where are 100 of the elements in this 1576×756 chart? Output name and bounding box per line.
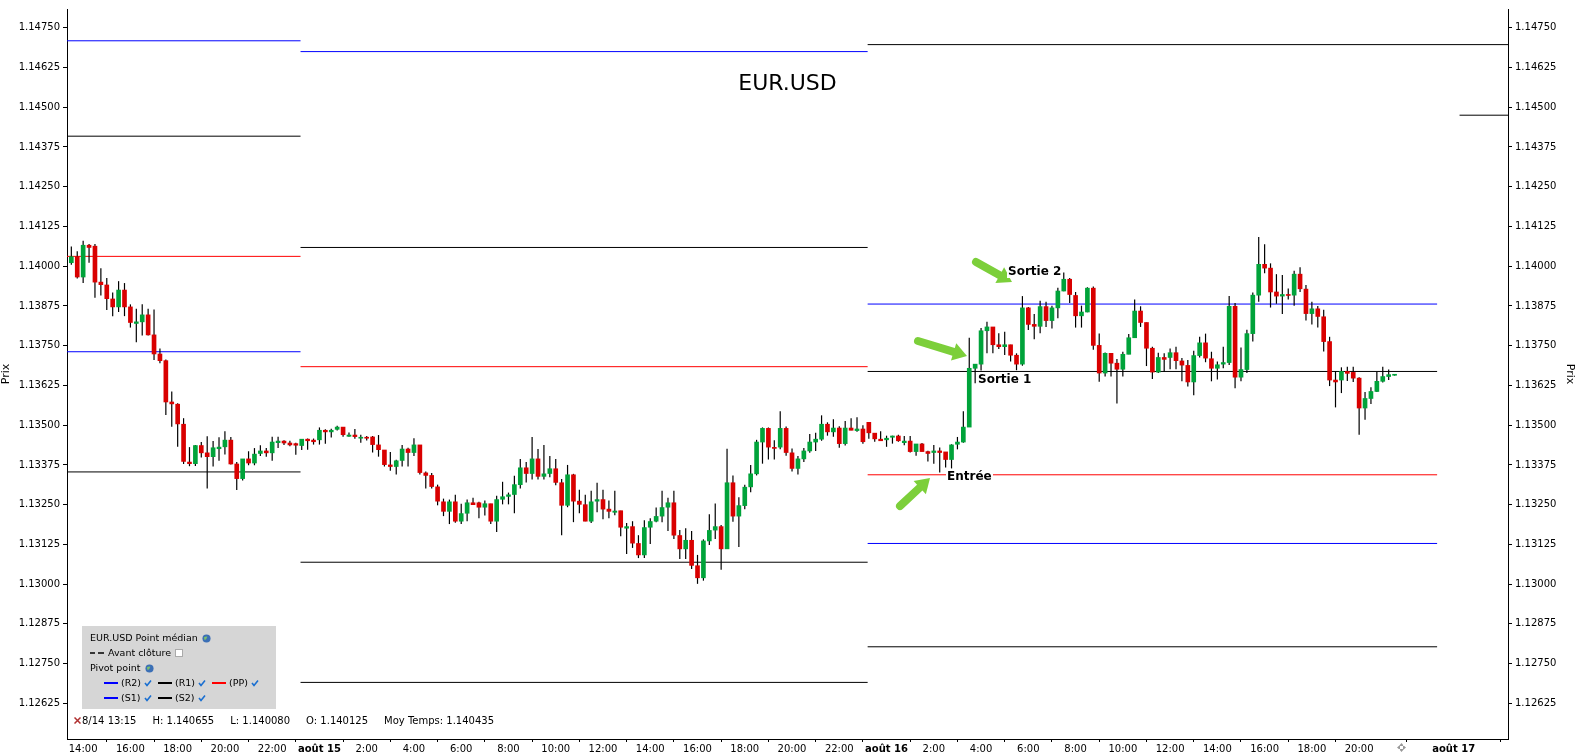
candlestick [139, 303, 145, 337]
candlestick [1079, 305, 1084, 329]
legend-label: (R1) [175, 676, 196, 690]
y2-tick-label: 1.14500 [1515, 100, 1557, 112]
candlestick [175, 402, 180, 448]
x-tick-label: août 16 [865, 742, 909, 754]
annotation: Moy Temps: 1.140435 [384, 715, 495, 726]
y-tick-label: 1.13750 [18, 339, 60, 351]
legend-label: (R2) [121, 676, 142, 690]
candlestick [836, 425, 842, 449]
candlestick [931, 444, 937, 465]
legend-label: (PP) [229, 676, 248, 690]
annotation: Sortie 2 [1007, 264, 1063, 278]
y2-tick-label: 1.14625 [1515, 61, 1557, 73]
annotation: EUR.USD Point médian [90, 632, 198, 643]
x-tick-label: 22:00 [257, 742, 287, 754]
y2-axis-title: Prix [1563, 363, 1576, 385]
annotation: H: 1.140655 [152, 715, 215, 726]
candlestick [949, 443, 954, 470]
x-tick-label: 10:00 [1108, 742, 1138, 754]
y-tick-label: 1.13875 [18, 299, 60, 311]
y-tick-label: 1.13500 [18, 418, 60, 430]
candlestick [630, 520, 635, 549]
y-tick-label: 1.13625 [18, 379, 60, 391]
candlestick [636, 534, 641, 559]
y-tick-label: 1.14750 [18, 21, 60, 33]
candlestick [388, 451, 393, 472]
x-tick-label: 6:00 [1017, 742, 1040, 754]
x-tick-label: 16:00 [115, 742, 145, 754]
annotation: Sortie 1 [977, 372, 1033, 386]
candlestick [665, 497, 671, 532]
y2-tick-label: 1.13500 [1515, 418, 1557, 430]
y-tick-label: 1.14250 [18, 180, 60, 192]
candlestick [1002, 331, 1008, 356]
candlestick [452, 494, 458, 524]
y2-tick-label: 1.12750 [1515, 657, 1557, 669]
candlestick [1280, 274, 1285, 315]
candlestick [1073, 291, 1078, 329]
y-tick-label: 1.13375 [18, 458, 60, 470]
candlestick [187, 446, 192, 467]
candlestick [376, 434, 381, 458]
y2-tick-label: 1.14750 [1515, 21, 1557, 33]
candlestick [1203, 333, 1208, 363]
annotation: 8/14 13:15 [82, 715, 137, 726]
x-tick-label: 18:00 [163, 742, 193, 754]
y-tick-label: 1.12875 [18, 617, 60, 629]
candlestick [74, 250, 80, 280]
candlestick [128, 303, 133, 329]
candlestick [961, 410, 966, 444]
x-tick-label: 10:00 [541, 742, 571, 754]
candlestick [547, 455, 553, 478]
legend-label: (S2) [175, 691, 195, 705]
y2-tick-label: 1.14375 [1515, 140, 1557, 152]
candlestick [86, 243, 92, 264]
candlestick [523, 461, 529, 484]
y2-tick-label: 1.13000 [1515, 577, 1557, 589]
x-tick-label: 22:00 [824, 742, 854, 754]
candlestick [116, 280, 121, 313]
y-tick-label: 1.14500 [18, 100, 60, 112]
x-tick-label: 12:00 [1155, 742, 1185, 754]
x-tick-label: 8:00 [1064, 742, 1087, 754]
x-tick-label: 14:00 [1202, 742, 1232, 754]
candlestick [122, 282, 127, 317]
x-tick-label: 4:00 [402, 742, 426, 754]
candlestick [624, 522, 629, 555]
y2-tick-label: 1.13875 [1515, 299, 1557, 311]
candlestick [842, 420, 848, 447]
x-tick-label: 4:00 [969, 742, 993, 754]
candlestick [110, 292, 116, 317]
legend-title: Pivot point [90, 662, 141, 673]
annotation: Entrée [946, 469, 993, 483]
y-tick-label: 1.14375 [18, 140, 60, 152]
candlestick [848, 417, 854, 431]
candlestick [476, 501, 482, 519]
candlestick [1274, 273, 1279, 305]
x-tick-label: août 15 [297, 742, 341, 754]
x-tick-label: 2:00 [355, 742, 378, 754]
x-tick-label: 6:00 [449, 742, 473, 754]
y2-tick-label: 1.13250 [1515, 498, 1557, 510]
x-tick-label: 16:00 [1250, 742, 1280, 754]
candlestick [707, 513, 712, 546]
candlestick [1173, 346, 1179, 370]
candlestick [766, 426, 771, 461]
candlestick [1167, 347, 1173, 370]
candlestick [925, 450, 931, 463]
y-tick-label: 1.13250 [18, 498, 60, 510]
y2-tick-label: 1.13625 [1515, 379, 1557, 391]
y-tick-label: 1.13000 [18, 577, 60, 589]
annotation: L: 1.140080 [230, 715, 291, 726]
y2-tick-label: 1.13125 [1515, 538, 1557, 550]
x-tick-label: 12:00 [588, 742, 618, 754]
annotation: O: 1.140125 [306, 715, 369, 726]
y-tick-label: 1.12625 [18, 696, 60, 708]
candlestick [712, 502, 718, 540]
candlestick [488, 503, 494, 525]
y-tick-label: 1.14625 [18, 61, 60, 73]
x-tick-label: 16:00 [683, 742, 712, 754]
candlestick [618, 510, 624, 537]
y-tick-label: 1.13125 [18, 538, 60, 550]
y-axis-title: Prix [0, 363, 13, 385]
